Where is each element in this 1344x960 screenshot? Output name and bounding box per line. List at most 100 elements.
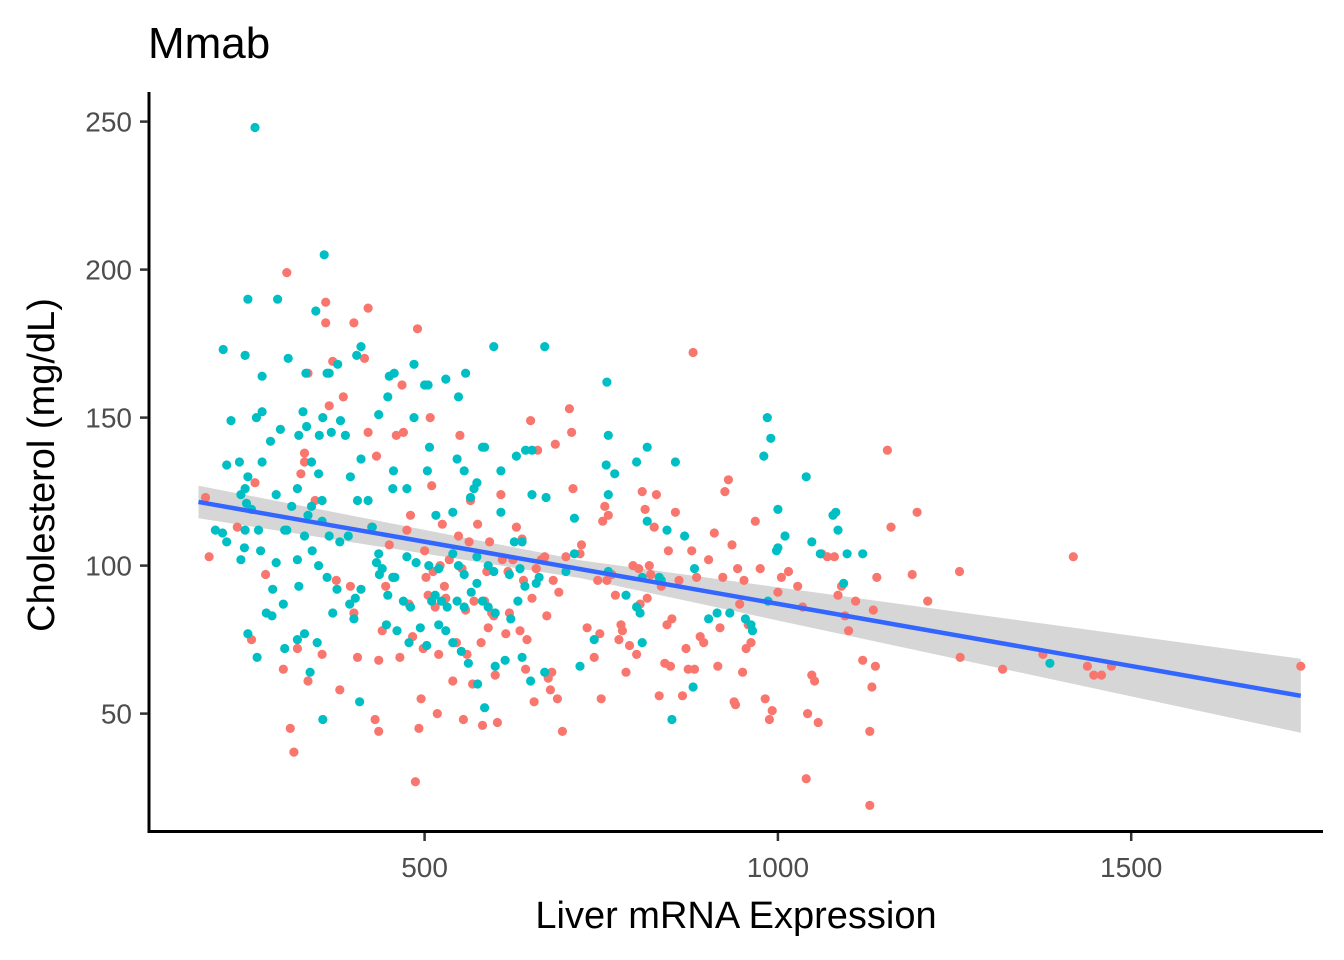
data-point (501, 629, 511, 639)
data-point (550, 439, 560, 449)
data-point (593, 575, 603, 586)
data-point (283, 353, 293, 363)
data-point (200, 492, 211, 503)
data-point (370, 714, 380, 725)
data-point (603, 430, 613, 440)
data-point (273, 294, 283, 304)
data-point (306, 501, 317, 511)
data-point (395, 652, 405, 663)
data-point (328, 608, 338, 618)
data-point (271, 558, 281, 568)
data-point (727, 540, 737, 550)
data-point (713, 661, 723, 671)
data-point (402, 484, 412, 494)
data-point (473, 519, 483, 529)
data-point (384, 371, 394, 381)
data-point (307, 546, 317, 556)
data-point (767, 706, 777, 716)
data-point (865, 726, 875, 737)
data-point (677, 691, 688, 701)
data-point (663, 546, 674, 556)
data-point (725, 608, 735, 618)
data-point (427, 596, 437, 606)
data-point (458, 714, 468, 725)
data-point (489, 566, 499, 577)
data-point (780, 531, 790, 541)
data-point (234, 457, 244, 467)
data-point (589, 635, 599, 645)
data-point (955, 652, 965, 663)
data-point (252, 652, 262, 663)
data-point (476, 638, 486, 648)
data-point (747, 626, 758, 636)
data-point (773, 543, 783, 553)
data-point (356, 454, 366, 464)
data-point (232, 522, 242, 532)
data-point (303, 510, 313, 520)
data-point (236, 555, 246, 565)
data-point (472, 552, 482, 562)
data-point (343, 531, 353, 541)
data-point (610, 590, 621, 600)
data-point (634, 564, 644, 574)
data-point (632, 457, 642, 467)
data-point (602, 377, 612, 387)
data-point (332, 584, 342, 594)
data-point (271, 490, 281, 500)
data-point (402, 525, 412, 535)
data-point (287, 501, 297, 511)
data-point (463, 658, 473, 668)
data-point (448, 676, 458, 686)
data-point (640, 504, 650, 514)
data-point (374, 410, 384, 420)
data-point (397, 380, 407, 390)
data-point (764, 714, 775, 725)
data-point (363, 495, 373, 506)
data-point (632, 649, 642, 660)
data-point (776, 572, 787, 583)
data-point (739, 575, 749, 586)
data-point (521, 664, 531, 674)
data-point (257, 457, 267, 467)
data-point (923, 596, 933, 606)
data-point (596, 694, 606, 704)
data-point (292, 635, 302, 645)
data-point (434, 620, 444, 630)
data-point (833, 525, 843, 535)
data-point (436, 596, 447, 606)
data-point (301, 368, 311, 378)
data-point (296, 469, 306, 479)
data-point (367, 522, 377, 532)
data-point (324, 531, 334, 541)
data-point (350, 593, 360, 603)
data-point (746, 638, 756, 648)
data-point (261, 569, 271, 580)
data-point (374, 726, 384, 737)
data-point (402, 552, 412, 562)
data-point (689, 564, 700, 574)
data-point (496, 466, 506, 476)
data-point (477, 596, 488, 606)
data-point (317, 495, 327, 506)
data-point (282, 268, 292, 278)
data-point (801, 472, 811, 482)
data-point (603, 510, 613, 520)
data-point (762, 413, 772, 423)
data-point (492, 717, 502, 728)
data-point (709, 528, 719, 538)
data-point (416, 694, 426, 704)
data-point (513, 596, 523, 606)
data-point (600, 501, 610, 511)
data-point (439, 581, 449, 591)
data-point (384, 540, 394, 550)
data-point (414, 723, 424, 734)
data-point (829, 552, 840, 562)
data-point (345, 599, 355, 609)
data-point (735, 599, 745, 609)
data-point (294, 430, 304, 440)
data-point (314, 561, 324, 571)
y-tick-label: 200 (85, 255, 132, 286)
data-point (858, 549, 868, 559)
data-point (452, 454, 462, 464)
